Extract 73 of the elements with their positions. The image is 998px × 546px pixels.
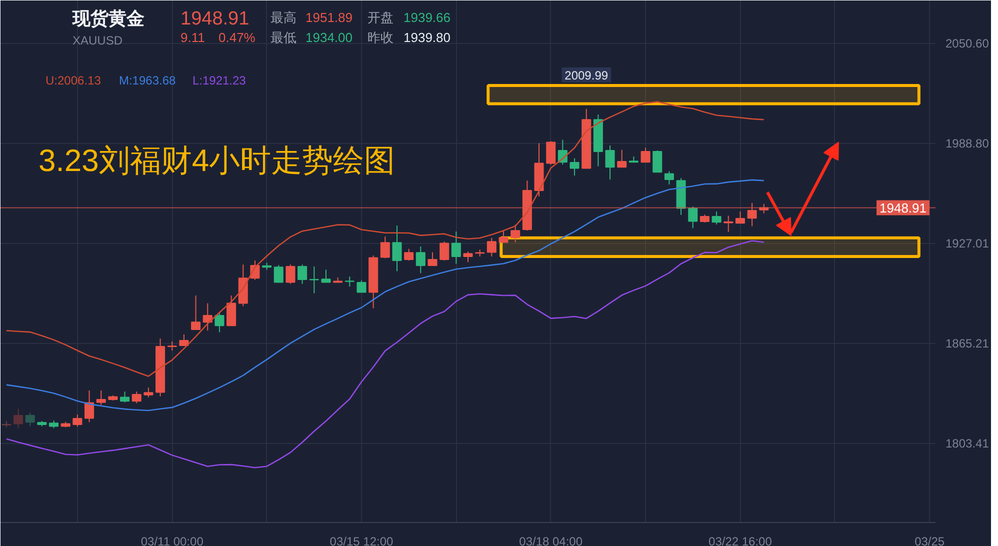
candlestick bbox=[298, 264, 308, 284]
annotation: 1934.00 bbox=[306, 30, 352, 45]
annotation: 2009.99 bbox=[564, 68, 608, 82]
candlestick bbox=[380, 236, 390, 259]
candlestick bbox=[546, 140, 556, 166]
annotation: 最低 bbox=[270, 30, 296, 45]
candlestick bbox=[605, 144, 615, 180]
annotation: 0.47% bbox=[218, 30, 256, 45]
candlestick bbox=[144, 387, 154, 398]
annotation: 开盘 bbox=[368, 10, 394, 25]
candlestick bbox=[202, 302, 212, 332]
candlestick bbox=[226, 294, 236, 326]
candlestick bbox=[570, 158, 580, 176]
candlestick bbox=[356, 280, 366, 293]
candlestick bbox=[404, 248, 414, 262]
line-series bbox=[6, 101, 765, 377]
candlestick bbox=[392, 225, 402, 272]
candlestick bbox=[309, 266, 319, 294]
candlestick bbox=[274, 264, 284, 283]
annotation: 1948.91 bbox=[180, 8, 250, 30]
text: L:1921.23 bbox=[192, 74, 246, 88]
y-tick-label: 1988.80 bbox=[946, 136, 990, 151]
candlestick bbox=[286, 264, 296, 284]
annotation: 昨收 bbox=[368, 30, 394, 45]
annotation: 1939.80 bbox=[404, 30, 450, 45]
y-tick-label: 1927.01 bbox=[946, 236, 990, 251]
candlestick bbox=[664, 170, 674, 185]
candlestick bbox=[321, 269, 331, 283]
ref-line-label: 1948.91 bbox=[880, 200, 927, 216]
candlestick bbox=[735, 211, 745, 224]
annotation: 9.11 bbox=[180, 30, 205, 45]
x-tick-label: 03/25 bbox=[914, 534, 945, 546]
candlestick bbox=[652, 150, 662, 173]
annotation: 1951.89 bbox=[306, 10, 352, 25]
annotation: XAUUSD bbox=[72, 34, 123, 48]
candlestick bbox=[96, 390, 106, 406]
candlestick bbox=[132, 391, 142, 404]
candlestick bbox=[451, 231, 461, 264]
x-tick-label: 03/22 16:00 bbox=[708, 534, 772, 546]
annotation: 1939.66 bbox=[404, 10, 450, 25]
y-tick-label: 1865.21 bbox=[946, 336, 990, 351]
candlestick bbox=[428, 252, 438, 266]
candlestick bbox=[179, 334, 189, 346]
candlestick bbox=[640, 147, 650, 163]
y-tick-label: 1803.41 bbox=[946, 436, 990, 451]
candlestick bbox=[712, 211, 722, 225]
candlestick bbox=[214, 312, 224, 333]
candlestick bbox=[617, 149, 627, 168]
candlestick bbox=[344, 276, 354, 288]
candlestick bbox=[13, 408, 24, 429]
x-tick-label: 03/18 04:00 bbox=[519, 534, 583, 546]
text: U:2006.13 bbox=[46, 74, 102, 88]
candlestick bbox=[167, 340, 177, 351]
chart-subtitle: 现货黄金 bbox=[72, 8, 144, 28]
annotation: 最高 bbox=[270, 10, 296, 25]
candlestick bbox=[25, 412, 35, 427]
text: M:1963.68 bbox=[118, 74, 176, 88]
candlestick bbox=[440, 241, 450, 262]
x-tick-label: 03/15 12:00 bbox=[330, 534, 394, 546]
candlestick bbox=[510, 224, 520, 243]
candlestick bbox=[688, 206, 698, 229]
text: 3.23刘福财4小时走势绘图 bbox=[38, 143, 396, 178]
candlestick bbox=[191, 294, 201, 330]
candlestick bbox=[498, 230, 508, 243]
candlestick bbox=[72, 414, 82, 428]
candlestick bbox=[486, 237, 496, 257]
y-tick-label: 2050.60 bbox=[946, 36, 990, 51]
candlestick bbox=[84, 390, 94, 423]
line-series bbox=[6, 240, 765, 468]
candlestick bbox=[463, 250, 473, 263]
candlestick bbox=[120, 391, 130, 403]
x-tick-label: 03/11 00:00 bbox=[140, 534, 204, 546]
candlestick bbox=[416, 246, 426, 274]
